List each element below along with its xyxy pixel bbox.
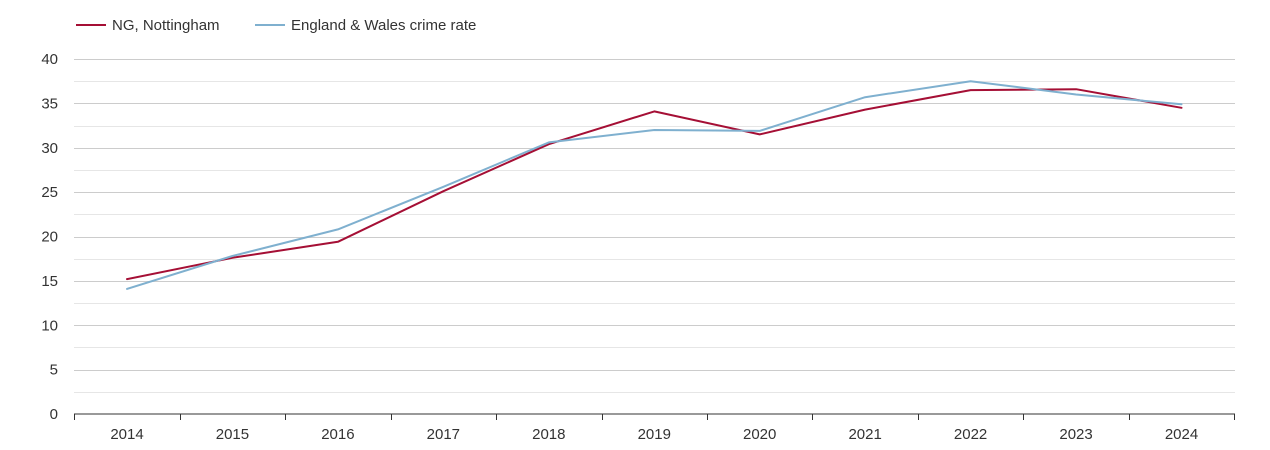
data-point[interactable] [648, 124, 660, 136]
legend-item-nottingham[interactable]: NG, Nottingham [76, 17, 220, 34]
x-tick-label: 2023 [1059, 426, 1092, 443]
data-point[interactable] [1070, 89, 1082, 101]
legend-item-england-wales[interactable]: England & Wales crime rate [255, 17, 476, 34]
series-lines [121, 75, 1188, 295]
data-point[interactable] [648, 105, 660, 117]
series-line-nottingham[interactable] [126, 88, 1183, 281]
x-tick-label: 2014 [110, 426, 143, 443]
data-point[interactable] [965, 75, 977, 87]
gridlines [74, 59, 1235, 393]
y-tick-label: 10 [41, 317, 58, 334]
data-point[interactable] [859, 91, 871, 103]
data-point[interactable] [226, 250, 238, 262]
y-tick-label: 5 [50, 362, 58, 379]
legend: NG, Nottingham England & Wales crime rat… [76, 17, 476, 34]
legend-label-nottingham: NG, Nottingham [112, 17, 220, 34]
legend-label-england-wales: England & Wales crime rate [291, 17, 476, 34]
data-point[interactable] [121, 283, 133, 295]
y-tick-label: 30 [41, 140, 58, 157]
series-line-england-wales[interactable] [126, 80, 1183, 290]
data-point[interactable] [1176, 98, 1188, 110]
x-tick-label: 2017 [427, 426, 460, 443]
y-tick-label: 15 [41, 273, 58, 290]
x-tick-label: 2016 [321, 426, 354, 443]
data-point[interactable] [859, 104, 871, 116]
x-tick-label: 2019 [638, 426, 671, 443]
data-point[interactable] [332, 236, 344, 248]
y-axis: 0 5 10 15 20 25 30 35 40 [41, 51, 58, 423]
y-tick-label: 0 [50, 406, 58, 423]
x-axis: 2014 2015 2016 2017 2018 2019 2020 2021 2022 2023… [74, 413, 1235, 443]
data-point[interactable] [543, 136, 555, 148]
x-tick-label: 2015 [216, 426, 249, 443]
x-tick-label: 2021 [848, 426, 881, 443]
x-tick-label: 2022 [954, 426, 987, 443]
data-point[interactable] [754, 125, 766, 137]
y-tick-label: 25 [41, 184, 58, 201]
data-point[interactable] [437, 181, 449, 193]
y-tick-label: 35 [41, 95, 58, 112]
x-tick-label: 2018 [532, 426, 565, 443]
y-tick-label: 20 [41, 229, 58, 246]
x-tick-label: 2024 [1165, 426, 1198, 443]
y-tick-label: 40 [41, 51, 58, 68]
x-tick-label: 2020 [743, 426, 776, 443]
data-point[interactable] [332, 223, 344, 235]
